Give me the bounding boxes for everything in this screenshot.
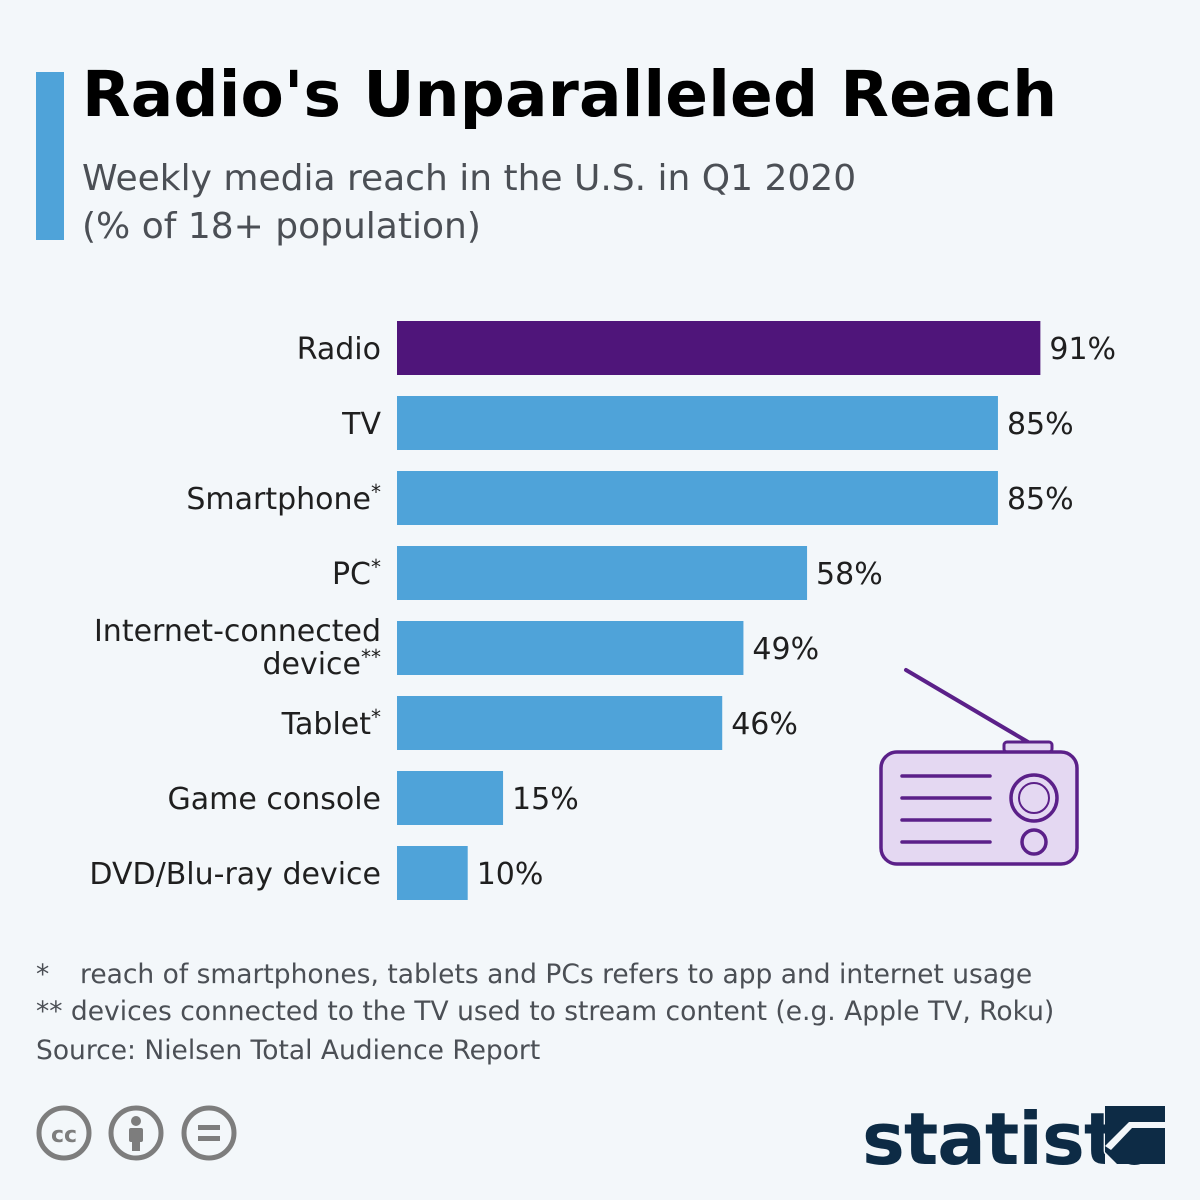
- bar-2: [397, 471, 998, 525]
- bar-6: [397, 771, 504, 825]
- source-note: Source: Nielsen Total Audience Report: [36, 1035, 541, 1066]
- chart-title: Radio's Unparalleled Reach: [82, 58, 1058, 131]
- value-label-0: 91%: [1049, 332, 1116, 367]
- footnote-1-marker: *: [36, 959, 50, 990]
- category-label-7: DVD/Blu-ray device: [89, 857, 381, 892]
- category-label-2: Smartphone*: [186, 480, 381, 517]
- category-label-4-line-0: Internet-connected: [94, 614, 381, 649]
- value-label-2: 85%: [1007, 482, 1074, 517]
- footnote-2: ** devices connected to the TV used to s…: [36, 996, 1055, 1027]
- bar-0: [397, 321, 1041, 375]
- value-label-6: 15%: [512, 782, 579, 817]
- value-label-7: 10%: [477, 857, 544, 892]
- radio-illustration-icon: [879, 668, 1079, 866]
- category-label-0: Radio: [297, 332, 381, 367]
- svg-text:cc: cc: [51, 1123, 77, 1148]
- accent-bar: [36, 72, 64, 240]
- no-derivatives-icon[interactable]: [181, 1105, 237, 1161]
- bar-4: [397, 621, 744, 675]
- subtitle-line-2: (% of 18+ population): [82, 206, 481, 247]
- value-label-3: 58%: [816, 557, 883, 592]
- bar-3: [397, 546, 808, 600]
- statista-logo-icon[interactable]: [1105, 1106, 1165, 1164]
- value-label-5: 46%: [731, 707, 798, 742]
- bar-5: [397, 696, 723, 750]
- bar-1: [397, 396, 998, 450]
- category-label-3: PC*: [332, 555, 381, 592]
- value-label-4: 49%: [752, 632, 819, 667]
- value-label-1: 85%: [1007, 407, 1074, 442]
- creative-commons-icon[interactable]: cc: [36, 1105, 92, 1161]
- attribution-icon[interactable]: [108, 1105, 164, 1161]
- category-label-1: TV: [341, 407, 381, 442]
- chart-subtitle: Weekly media reach in the U.S. in Q1 202…: [82, 155, 982, 251]
- footnote-1-text: reach of smartphones, tablets and PCs re…: [80, 959, 1033, 990]
- footnotes: * reach of smartphones, tablets and PCs r…: [36, 956, 1054, 1030]
- category-label-5: Tablet*: [281, 705, 381, 742]
- subtitle-line-1: Weekly media reach in the U.S. in Q1 202…: [82, 158, 857, 199]
- bar-7: [397, 846, 468, 900]
- bar-chart: 91% Radio 85% TV 85% Smartphone* 58% PC* 49% Inte…: [89, 321, 1116, 900]
- category-label-6: Game console: [168, 782, 382, 817]
- category-label-4-line-1: device**: [262, 645, 381, 682]
- footnote-1: * reach of smartphones, tablets and PCs r…: [36, 956, 1054, 993]
